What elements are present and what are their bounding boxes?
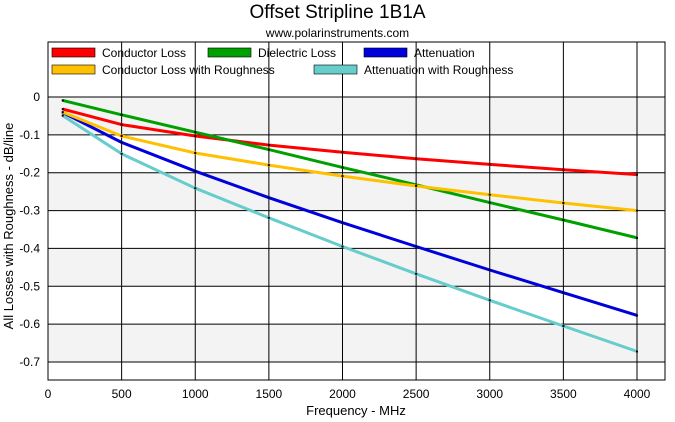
series-conductor-loss-with-roughness — [61, 110, 638, 213]
x-tick-label: 2000 — [329, 387, 356, 401]
legend-label: Attenuation — [414, 46, 475, 60]
x-tick-label: 4000 — [624, 387, 651, 401]
x-tick-label: 3000 — [476, 387, 503, 401]
grid-lines — [47, 42, 665, 380]
data-point — [341, 221, 344, 224]
data-point — [267, 148, 270, 151]
data-point — [194, 187, 197, 190]
data-point — [415, 157, 418, 160]
data-point — [415, 184, 418, 187]
legend-swatch — [363, 47, 408, 58]
legend-label: Conductor Loss with Roughness — [102, 63, 275, 77]
data-point — [194, 170, 197, 173]
data-point — [120, 141, 123, 144]
legend: Conductor Loss Dielectric Loss Attenuation… — [51, 46, 513, 77]
data-point — [341, 245, 344, 248]
data-point — [562, 219, 565, 222]
y-tick-label: -0.5 — [19, 279, 40, 293]
x-axis-label: Frequency - MHz — [306, 403, 406, 418]
series-line — [61, 114, 638, 353]
plot-band — [48, 324, 665, 362]
data-point — [562, 168, 565, 171]
legend-swatch — [207, 47, 252, 58]
data-point — [341, 151, 344, 154]
y-tick-label: -0.4 — [19, 241, 40, 255]
data-point — [636, 236, 638, 239]
legend-label: Attenuation with Roughness — [364, 63, 513, 77]
data-point — [636, 209, 638, 212]
x-tick-label: 1500 — [256, 387, 283, 401]
data-point — [61, 108, 64, 111]
data-point — [488, 269, 491, 272]
data-point — [562, 291, 565, 294]
data-point — [488, 299, 491, 302]
data-point — [341, 175, 344, 178]
y-tick-label: -0.1 — [19, 128, 40, 142]
chart-title: Offset Stripline 1B1A — [249, 2, 426, 23]
data-point — [267, 164, 270, 167]
data-point — [341, 166, 344, 169]
data-point — [120, 152, 123, 155]
y-tick-label: -0.2 — [19, 166, 40, 180]
data-point — [267, 144, 270, 147]
x-tick-label: 0 — [45, 387, 52, 401]
data-point — [120, 123, 123, 126]
x-tick-label: 2500 — [403, 387, 430, 401]
series-conductor-loss — [61, 107, 638, 177]
y-axis-ticks: 0 -0.1 -0.2 -0.3 -0.4 -0.5 -0.6 -0.7 — [19, 90, 40, 369]
legend-swatch — [51, 64, 96, 75]
data-point — [194, 131, 197, 134]
data-point — [120, 134, 123, 137]
data-point — [415, 245, 418, 248]
data-point — [636, 314, 638, 317]
data-point — [488, 193, 491, 196]
y-axis-label: All Losses with Roughness - dB/line — [1, 123, 16, 330]
data-point — [488, 201, 491, 204]
chart-subtitle: www.polarinstruments.com — [265, 26, 410, 40]
legend-swatch — [51, 47, 96, 58]
data-point — [267, 196, 270, 199]
data-point — [194, 134, 197, 137]
data-point — [415, 272, 418, 275]
data-point — [194, 152, 197, 155]
data-point — [120, 113, 123, 116]
data-point — [61, 111, 64, 114]
legend-label: Dielectric Loss — [258, 46, 336, 60]
series-lines — [61, 98, 638, 353]
data-point — [562, 325, 565, 328]
data-point — [636, 350, 638, 353]
data-point — [636, 173, 638, 176]
plot-frame — [47, 41, 666, 381]
x-tick-label: 1000 — [182, 387, 209, 401]
legend-swatch — [313, 64, 358, 75]
data-point — [267, 216, 270, 219]
y-tick-label: -0.3 — [19, 204, 40, 218]
plot-band — [48, 97, 665, 135]
y-tick-label: -0.6 — [19, 317, 40, 331]
y-tick-label: 0 — [33, 90, 40, 104]
data-point — [61, 99, 64, 102]
x-tick-label: 3500 — [550, 387, 577, 401]
data-point — [562, 202, 565, 204]
series-attenuation-with-roughness — [61, 114, 638, 353]
y-tick-label: -0.7 — [19, 355, 40, 369]
legend-label: Conductor Loss — [102, 46, 186, 60]
data-point — [61, 114, 64, 117]
plot-band — [48, 248, 665, 287]
plot-background-bands — [48, 97, 665, 362]
x-tick-label: 500 — [112, 387, 132, 401]
x-axis-ticks: 0 500 1000 1500 2000 2500 3000 3500 4000 — [45, 387, 651, 401]
data-point — [488, 163, 491, 166]
